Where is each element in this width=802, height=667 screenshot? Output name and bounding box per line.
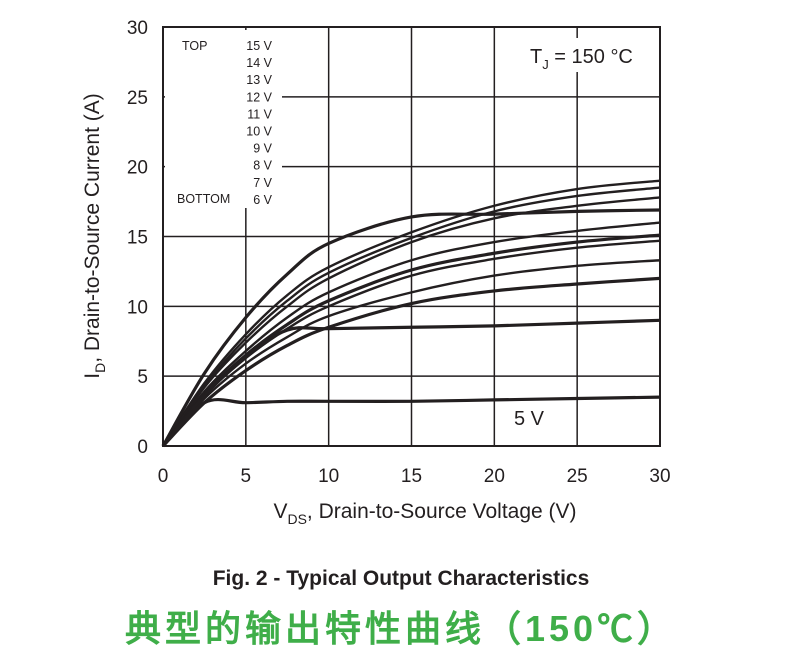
legend-entry: 10 V <box>246 125 272 139</box>
series-line <box>161 208 661 447</box>
legend-entry: 11 V <box>247 107 272 121</box>
y-axis-label: ID, Drain-to-Source Current (A) <box>81 93 108 379</box>
y-tick-label: 15 <box>127 228 148 249</box>
y-tick-label: 25 <box>127 88 148 109</box>
legend-entry: 8 V <box>253 159 272 173</box>
annotation-5v: 5 V <box>514 408 545 430</box>
legend-entry: 15 V <box>246 39 272 53</box>
series-line <box>161 179 661 447</box>
legend-bottom-label: BOTTOM <box>177 192 230 206</box>
legend-entry: 14 V <box>246 56 272 70</box>
series-line <box>162 186 661 447</box>
legend-entry: 9 V <box>253 142 272 156</box>
figure-title: Fig. 2 - Typical Output Characteristics <box>212 567 590 590</box>
y-tick-label: 30 <box>127 18 148 39</box>
legend-top-label: TOP <box>182 39 207 53</box>
figure-subtitle-cn: 典型的输出特性曲线（150℃） <box>124 608 678 649</box>
series-line <box>162 259 661 447</box>
x-tick-label: 15 <box>401 466 422 487</box>
y-tick-label: 0 <box>137 437 148 458</box>
x-tick-label: 20 <box>484 466 505 487</box>
legend-entry: 12 V <box>246 90 272 104</box>
series-line <box>161 318 661 448</box>
series-line <box>161 395 661 448</box>
legend-entry: 13 V <box>246 73 272 87</box>
legend-entry: 7 V <box>253 176 272 190</box>
series-line <box>161 276 661 448</box>
x-tick-label: 25 <box>567 466 588 487</box>
x-axis-label: VDS, Drain-to-Source Voltage (V) <box>273 500 576 527</box>
y-tick-label: 10 <box>127 297 148 318</box>
y-tick-label: 20 <box>127 158 148 179</box>
legend-box <box>165 30 282 208</box>
annotation-tj: TJ = 150 °C <box>530 46 633 72</box>
x-tick-label: 0 <box>158 466 169 487</box>
legend-entry: 6 V <box>253 193 272 207</box>
chart-svg: 0 5 10 15 20 25 30 0 5 10 15 20 25 30 TOP BOTTOM 15 V 14 … <box>81 18 671 527</box>
x-tick-label: 30 <box>649 466 670 487</box>
y-tick-label: 5 <box>137 367 148 388</box>
series-line <box>162 221 661 447</box>
x-tick-label: 5 <box>241 466 252 487</box>
annotation-box <box>522 38 650 72</box>
x-tick-label: 10 <box>318 466 339 487</box>
series-line <box>162 196 661 447</box>
